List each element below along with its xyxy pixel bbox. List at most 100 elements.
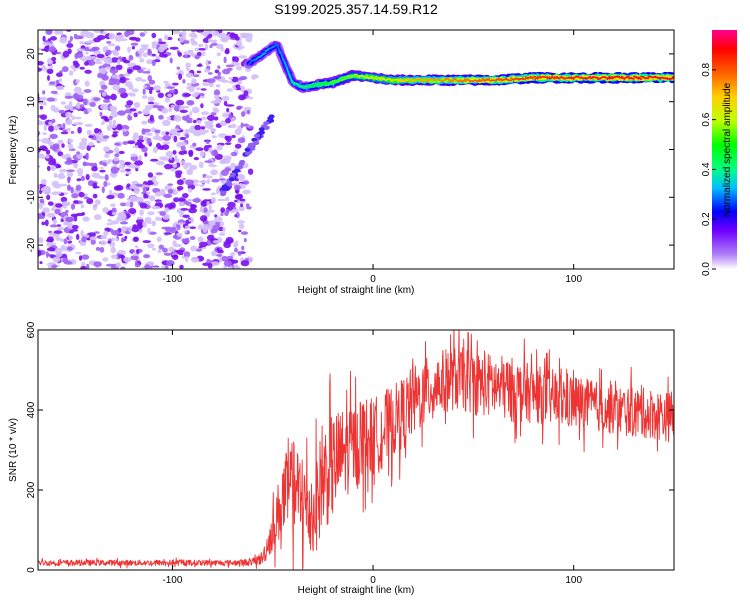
noise-speckle (95, 246, 101, 251)
noise-speckle (240, 111, 246, 117)
branch-blob (249, 146, 256, 151)
noise-speckle (55, 79, 60, 85)
ridge-core (483, 78, 488, 82)
noise-speckle (231, 208, 240, 213)
noise-speckle (76, 121, 84, 126)
noise-speckle (243, 90, 249, 97)
noise-speckle (234, 143, 242, 149)
noise-speckle (201, 51, 206, 57)
noise-speckle (176, 186, 184, 191)
noise-speckle (170, 168, 176, 172)
noise-speckle (55, 250, 63, 258)
noise-speckle (96, 137, 105, 142)
ridge-core (474, 79, 479, 82)
noise-speckle (46, 68, 54, 75)
noise-speckle (79, 141, 88, 147)
noise-speckle (141, 95, 148, 99)
ridge-core (635, 76, 640, 80)
noise-speckle (39, 105, 44, 110)
noise-speckle (115, 262, 121, 268)
noise-speckle (66, 118, 73, 126)
noise-speckle (76, 151, 80, 155)
noise-speckle (155, 172, 163, 176)
noise-speckle (131, 226, 140, 233)
noise-speckle (69, 35, 73, 42)
noise-speckle (103, 180, 108, 188)
noise-speckle (50, 90, 58, 94)
noise-speckle (52, 143, 60, 150)
noise-speckle (206, 234, 215, 241)
noise-speckle (143, 254, 151, 259)
noise-speckle (178, 31, 185, 35)
noise-speckle (29, 163, 36, 169)
noise-speckle (124, 168, 131, 172)
ridge-core (534, 76, 539, 80)
noise-speckle (105, 263, 115, 267)
noise-speckle (210, 112, 217, 116)
noise-speckle (200, 126, 206, 130)
noise-speckle (99, 169, 106, 173)
noise-speckle (136, 216, 144, 220)
noise-speckle (134, 262, 141, 268)
noise-speckle (240, 231, 249, 235)
noise-speckle (197, 224, 204, 230)
noise-speckle (121, 56, 127, 63)
noise-speckle (58, 109, 65, 114)
noise-speckle (75, 212, 85, 217)
noise-speckle (83, 217, 89, 221)
noise-speckle (102, 207, 109, 214)
ridge-core (344, 76, 349, 79)
noise-speckle (87, 49, 96, 52)
ridge-core (363, 76, 368, 79)
ridge-core (375, 77, 380, 80)
noise-speckle (235, 65, 243, 71)
noise-speckle (111, 113, 118, 118)
noise-speckle (151, 205, 161, 210)
noise-speckle (178, 73, 183, 80)
noise-speckle (189, 226, 197, 229)
y-tick-label: -10 (26, 190, 37, 205)
noise-speckle (168, 89, 176, 93)
noise-speckle (80, 265, 87, 269)
noise-speckle (70, 65, 75, 69)
noise-speckle (142, 71, 151, 74)
noise-speckle (138, 135, 144, 140)
branch-blob (268, 118, 275, 123)
noise-speckle (45, 30, 53, 35)
noise-speckle (151, 43, 157, 49)
noise-speckle (225, 117, 231, 124)
noise-speckle (213, 75, 222, 80)
noise-speckle (101, 74, 109, 81)
noise-speckle (124, 161, 131, 166)
noise-speckle (147, 172, 154, 178)
noise-speckle (212, 30, 220, 37)
noise-speckle (179, 109, 188, 113)
noise-speckle (47, 38, 51, 42)
noise-speckle (164, 207, 170, 213)
noise-speckle (149, 158, 159, 162)
noise-speckle (162, 54, 168, 58)
noise-speckle (206, 114, 215, 121)
noise-speckle (144, 83, 151, 90)
ridge-core (587, 76, 592, 79)
noise-speckle (128, 36, 138, 41)
noise-speckle (60, 101, 67, 105)
ridge-core (308, 84, 313, 88)
noise-speckle (85, 174, 90, 181)
ridge-core (531, 76, 537, 79)
noise-speckle (47, 201, 54, 206)
noise-speckle (219, 232, 226, 237)
noise-speckle (93, 214, 102, 221)
noise-speckle (103, 146, 110, 153)
noise-speckle (109, 68, 119, 74)
noise-speckle (124, 30, 130, 38)
noise-speckle (183, 150, 188, 155)
noise-speckle (169, 202, 176, 209)
noise-speckle (147, 227, 151, 234)
noise-speckle (71, 115, 75, 121)
noise-speckle (238, 94, 246, 101)
noise-speckle (220, 207, 226, 214)
noise-speckle (147, 211, 155, 216)
noise-speckle (84, 80, 90, 87)
